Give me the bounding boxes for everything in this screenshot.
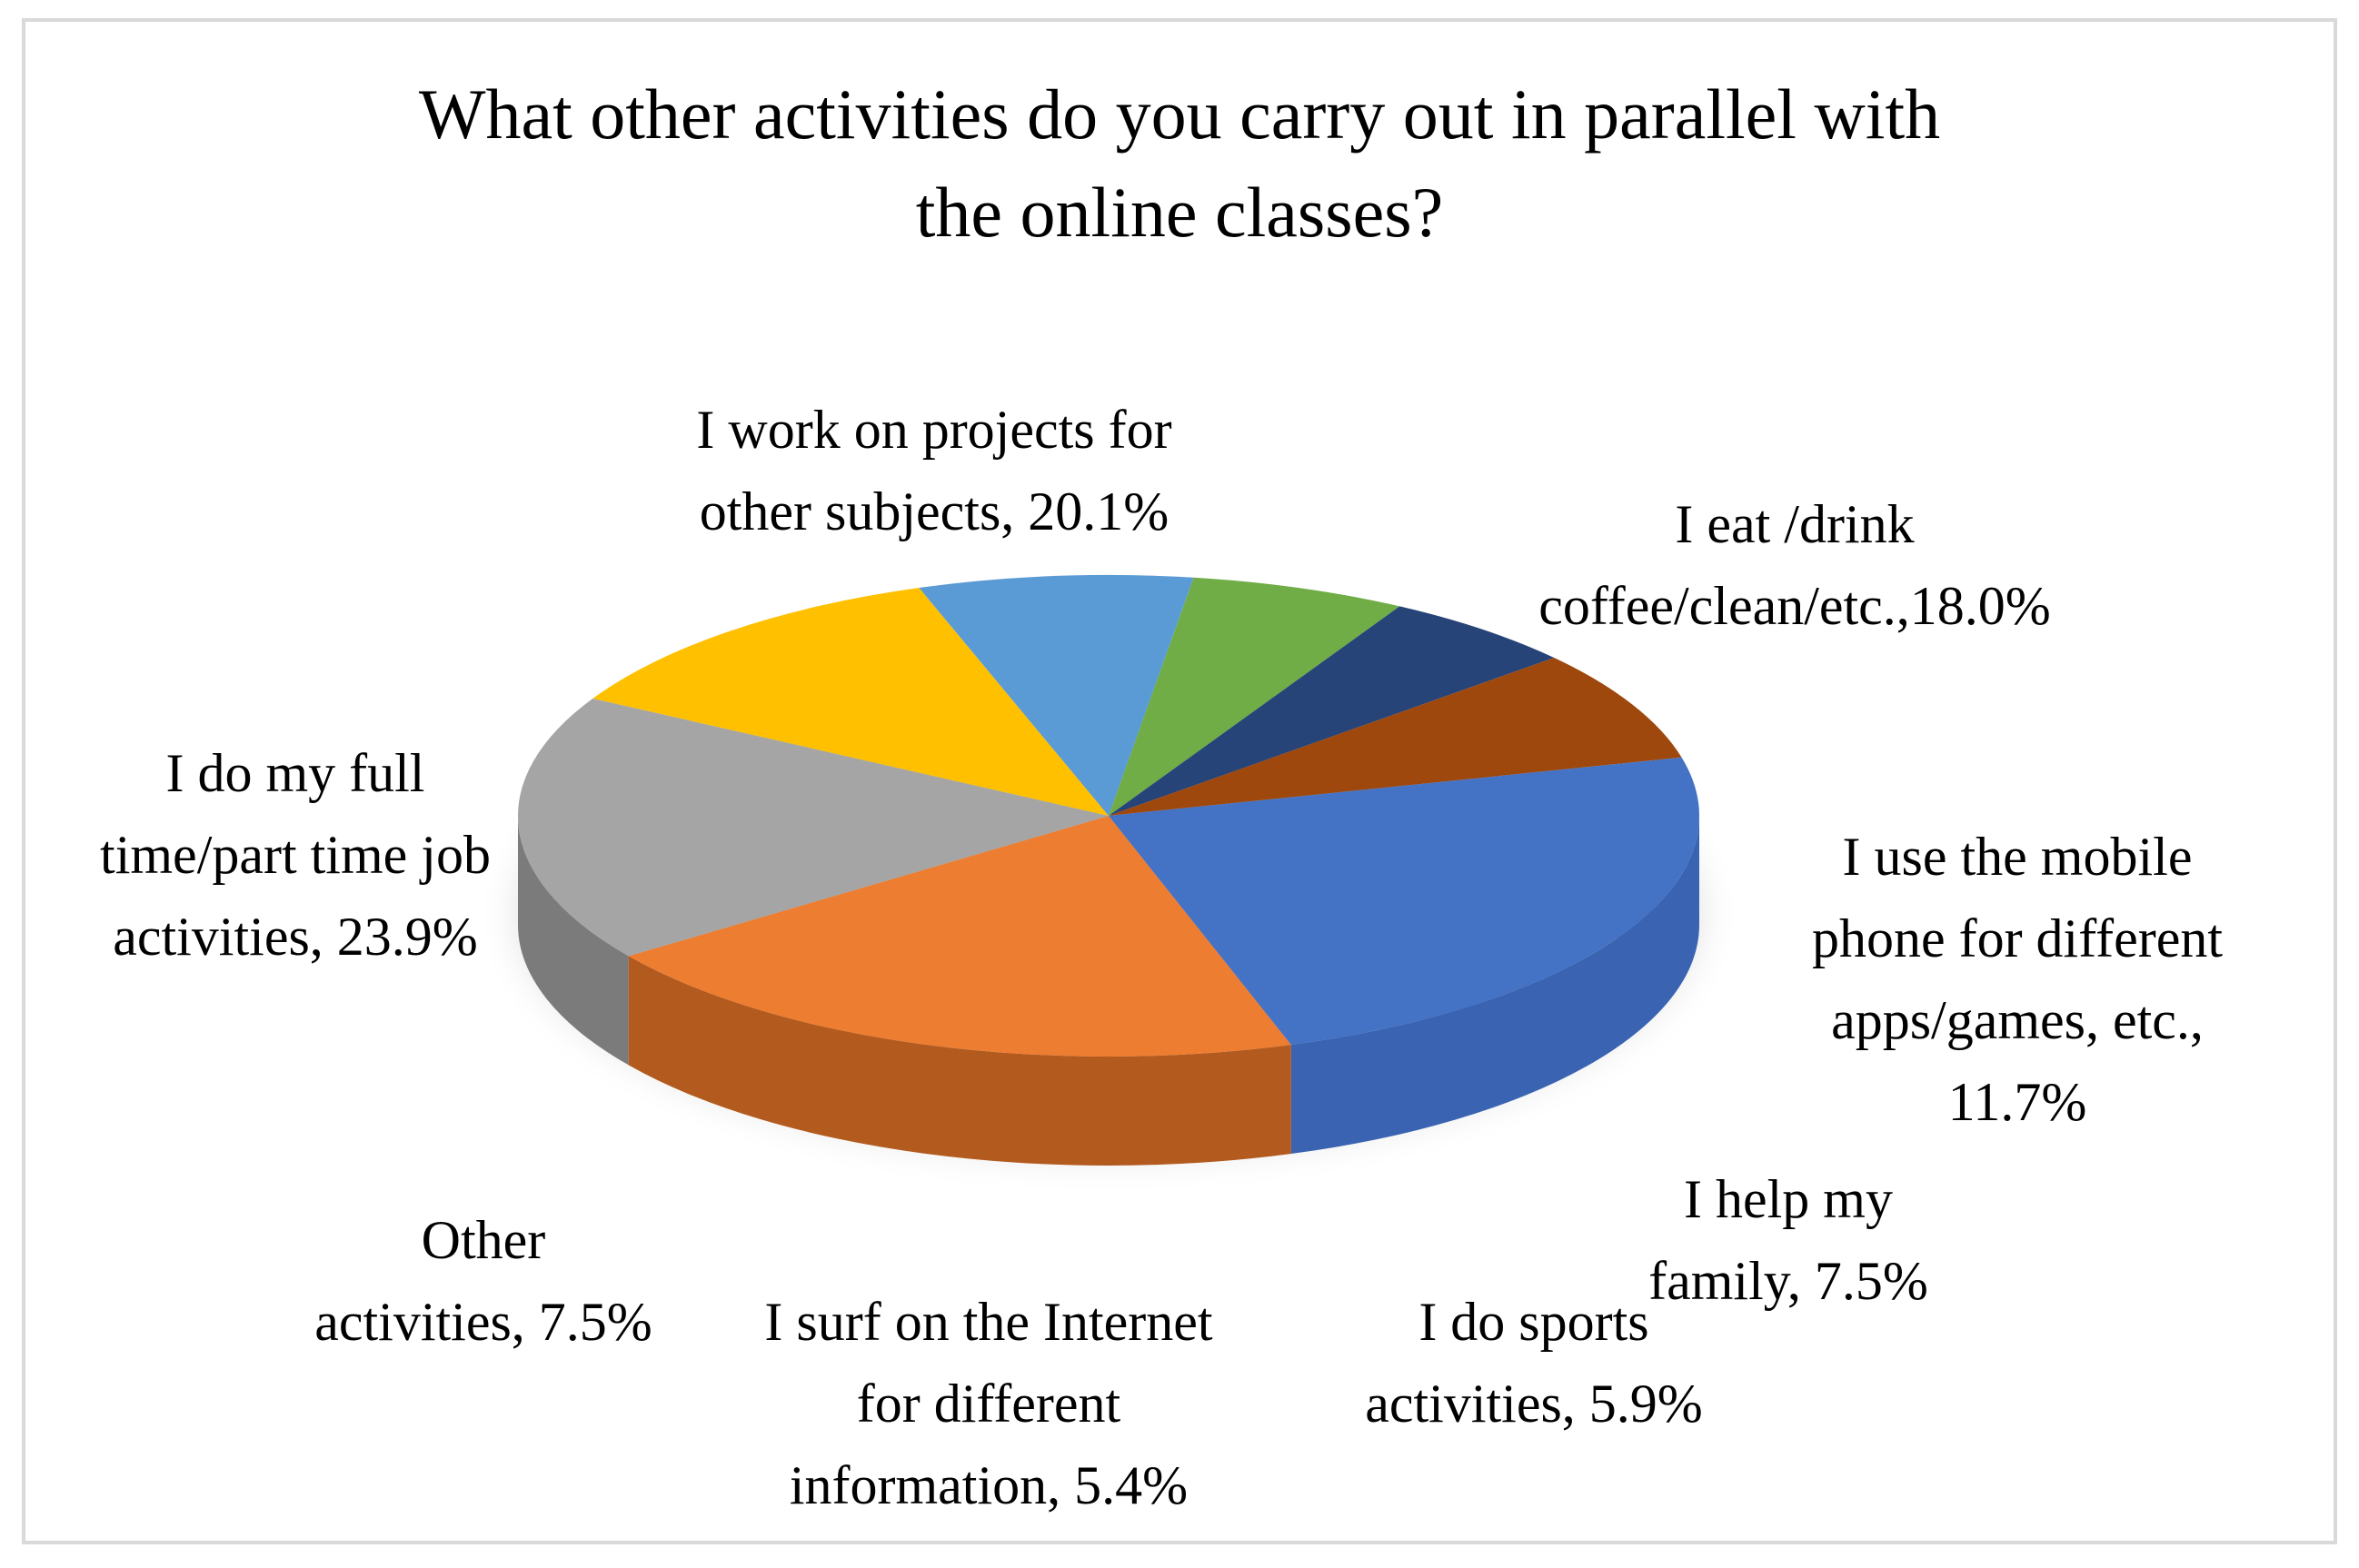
pie-slice-eat xyxy=(518,698,1109,957)
data-label-line: 11.7% xyxy=(1947,1072,2087,1132)
pie-slice-sports xyxy=(1109,577,1400,816)
pie-side-projects xyxy=(628,956,1291,1166)
pie-slice-projects xyxy=(628,816,1291,1057)
data-label-line: I help my xyxy=(1684,1169,1893,1229)
data-label-line: I do sports xyxy=(1418,1292,1649,1352)
data-label-projects: I work on projects for other subjects, 2… xyxy=(696,389,1171,552)
pie-slice-internet xyxy=(1109,606,1555,816)
data-label-line: for different xyxy=(856,1374,1121,1434)
data-label-internet: I surf on the Internet for different inf… xyxy=(764,1281,1212,1526)
data-label-line: I surf on the Internet xyxy=(764,1292,1213,1352)
data-label-line: I work on projects for xyxy=(696,400,1172,460)
pie-top-faces xyxy=(518,574,1699,1057)
data-label-line: Other xyxy=(421,1210,546,1270)
data-label-line: coffee/clean/etc.,18.0% xyxy=(1538,576,2051,636)
data-label-line: I eat /drink xyxy=(1675,494,1915,554)
data-label-line: other subjects, 20.1% xyxy=(699,481,1170,541)
pie-side-eat xyxy=(518,816,629,1066)
data-label-line: time/part time job xyxy=(100,825,491,885)
data-label-job: I do my full time/part time job activiti… xyxy=(100,732,491,978)
chart-title: What other activities do you carry out i… xyxy=(0,65,2359,262)
data-label-line: information, 5.4% xyxy=(789,1455,1189,1515)
pie-slice-mobile xyxy=(592,588,1109,816)
data-label-line: I do my full xyxy=(165,743,425,803)
data-label-mobile: I use the mobile phone for different app… xyxy=(1812,816,2223,1143)
data-label-eat: I eat /drink coffee/clean/etc.,18.0% xyxy=(1538,483,2051,647)
data-label-sports: I do sports activities, 5.9% xyxy=(1365,1281,1703,1444)
data-label-line: activities, 23.9% xyxy=(113,907,478,967)
data-label-line: family, 7.5% xyxy=(1648,1251,1928,1311)
chart-title-line-1: What other activities do you carry out i… xyxy=(418,74,1941,154)
pie-slice-family xyxy=(919,574,1194,816)
pie-slice-other xyxy=(1109,658,1682,816)
pie-side-walls xyxy=(518,816,1699,1166)
pie-slice-job xyxy=(1109,757,1699,1046)
data-label-line: apps/games, etc., xyxy=(1831,990,2204,1050)
data-label-family: I help my family, 7.5% xyxy=(1648,1158,1928,1322)
pie-side-job xyxy=(1290,816,1699,1155)
chart-title-line-2: the online classes? xyxy=(915,173,1444,252)
data-label-other: Other activities, 7.5% xyxy=(314,1199,652,1363)
data-label-line: I use the mobile xyxy=(1842,827,2193,887)
data-label-line: activities, 5.9% xyxy=(1365,1374,1703,1434)
data-label-line: activities, 7.5% xyxy=(314,1292,652,1352)
data-label-line: phone for different xyxy=(1811,908,2224,968)
